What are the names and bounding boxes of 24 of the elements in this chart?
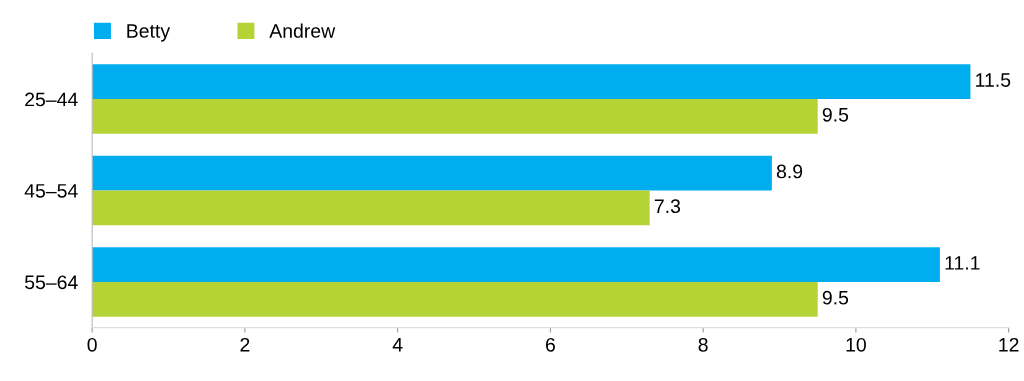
x-tick-label: 6 [545,337,555,352]
data-label: 9.5 [822,290,849,305]
y-tick-label: 45–54 [24,184,78,198]
bar [92,247,940,282]
x-tick-label: 4 [392,338,403,352]
bar [92,155,772,191]
x-tick-label: 8 [698,337,708,352]
legend-label: Andrew [269,23,336,38]
data-label: 11.5 [976,73,1011,87]
bar [92,64,971,100]
data-label: 11.1 [945,256,980,270]
x-tick-label: 12 [999,337,1019,352]
data-label: 7.3 [654,199,681,214]
legend-label: Betty [127,24,171,42]
x-tick-label: 2 [240,337,250,352]
bar [92,99,818,134]
data-label: 8.9 [776,164,803,179]
data-label: 9.5 [822,107,849,122]
bar [92,190,650,226]
bar [92,281,818,317]
y-tick-label: 55–64 [24,275,78,290]
x-tick-label: 0 [87,337,97,352]
y-tick-label: 25–44 [25,92,78,107]
x-tick-label: 10 [846,337,866,352]
